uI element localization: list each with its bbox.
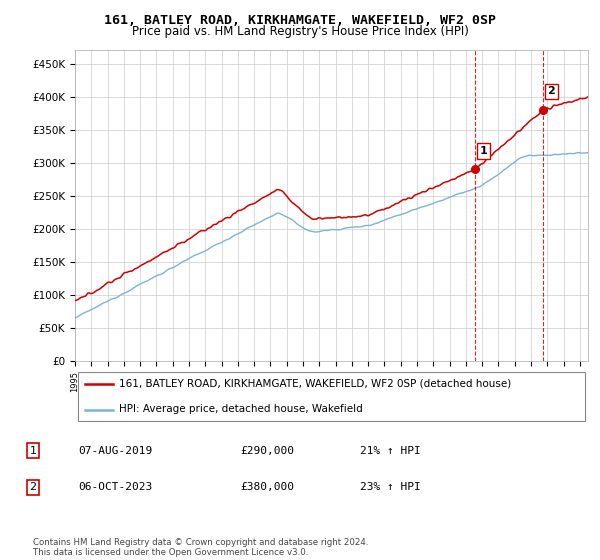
- Text: 2: 2: [547, 86, 555, 96]
- Text: 23% ↑ HPI: 23% ↑ HPI: [360, 482, 421, 492]
- Text: 1: 1: [29, 446, 37, 456]
- Text: 21% ↑ HPI: 21% ↑ HPI: [360, 446, 421, 456]
- Text: £380,000: £380,000: [240, 482, 294, 492]
- FancyBboxPatch shape: [77, 372, 586, 421]
- Text: Contains HM Land Registry data © Crown copyright and database right 2024.
This d: Contains HM Land Registry data © Crown c…: [33, 538, 368, 557]
- Text: 161, BATLEY ROAD, KIRKHAMGATE, WAKEFIELD, WF2 0SP: 161, BATLEY ROAD, KIRKHAMGATE, WAKEFIELD…: [104, 14, 496, 27]
- Text: Price paid vs. HM Land Registry's House Price Index (HPI): Price paid vs. HM Land Registry's House …: [131, 25, 469, 38]
- Text: 07-AUG-2019: 07-AUG-2019: [78, 446, 152, 456]
- Text: £290,000: £290,000: [240, 446, 294, 456]
- Text: 161, BATLEY ROAD, KIRKHAMGATE, WAKEFIELD, WF2 0SP (detached house): 161, BATLEY ROAD, KIRKHAMGATE, WAKEFIELD…: [119, 379, 511, 389]
- Text: 06-OCT-2023: 06-OCT-2023: [78, 482, 152, 492]
- Text: 2: 2: [29, 482, 37, 492]
- Text: HPI: Average price, detached house, Wakefield: HPI: Average price, detached house, Wake…: [119, 404, 362, 414]
- Text: 1: 1: [479, 146, 487, 156]
